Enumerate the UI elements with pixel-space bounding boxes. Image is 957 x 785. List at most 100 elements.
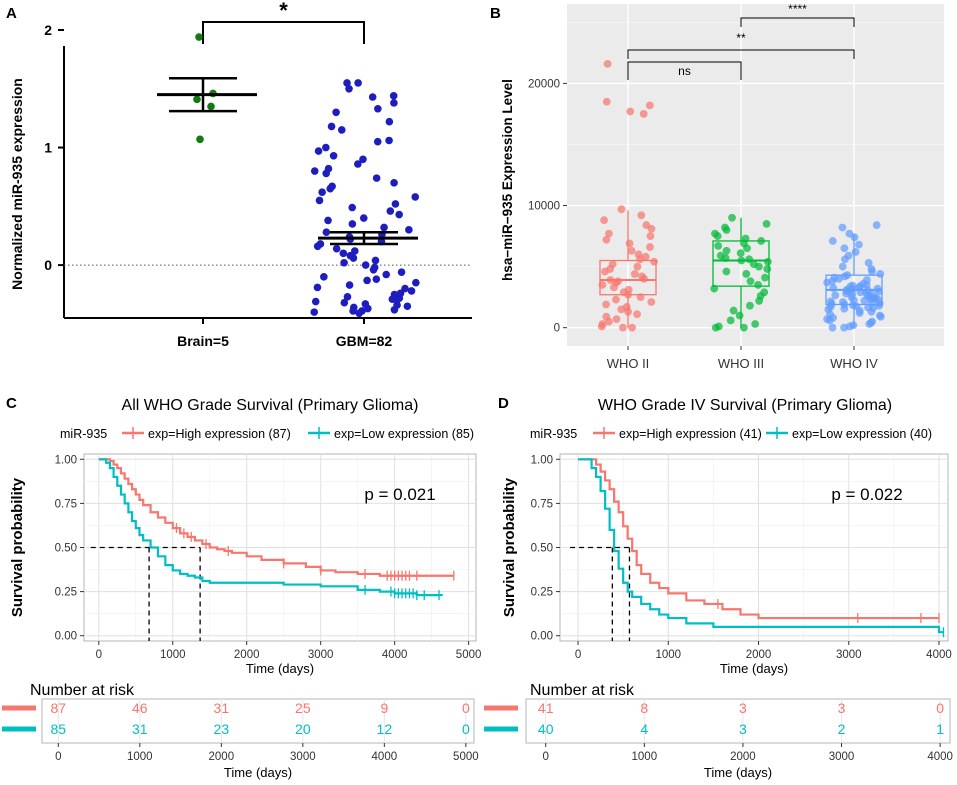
data-point	[332, 108, 340, 117]
data-point	[876, 312, 885, 321]
data-point	[729, 306, 738, 315]
y-tick-label: 0.50	[531, 543, 553, 555]
data-point	[647, 224, 656, 233]
data-point	[397, 268, 406, 276]
data-point	[371, 256, 380, 265]
risk-table-tick-label: 0	[543, 751, 549, 763]
data-point	[345, 84, 353, 93]
data-point	[390, 99, 398, 107]
data-point	[349, 254, 358, 262]
data-point	[645, 101, 654, 110]
data-point	[348, 220, 357, 228]
data-point	[751, 320, 760, 328]
data-point	[382, 270, 391, 279]
risk-table-value: 85	[51, 721, 67, 737]
data-point	[636, 255, 644, 264]
x-tick-label: 1000	[160, 649, 186, 661]
data-point	[601, 267, 609, 276]
data-point	[343, 293, 352, 301]
risk-table-tick-label: 4000	[372, 751, 398, 763]
data-point	[405, 226, 413, 234]
x-tick-label: WHO III	[718, 356, 764, 371]
y-tick-label: 0.75	[531, 498, 553, 510]
risk-table-tick-label: 5000	[453, 751, 479, 763]
data-point	[737, 256, 746, 265]
data-point	[650, 257, 658, 266]
data-point	[612, 315, 621, 324]
data-point	[840, 304, 849, 313]
data-point	[610, 283, 618, 292]
p-value-label: p = 0.022	[831, 485, 902, 504]
data-point	[757, 237, 766, 245]
data-point	[627, 246, 636, 255]
risk-table-value: 12	[377, 721, 393, 737]
data-point	[374, 104, 382, 113]
risk-table-tick-label: 4000	[927, 751, 953, 763]
data-point	[754, 281, 762, 289]
comparison-bracket	[627, 49, 855, 59]
comparison-label: ns	[678, 64, 691, 78]
data-point	[868, 267, 876, 276]
data-point	[722, 267, 731, 276]
x-tick-label: 1000	[655, 649, 681, 661]
data-point	[602, 97, 611, 106]
legend-label: exp=High expression (87)	[148, 427, 291, 441]
y-tick-label: 0	[554, 323, 560, 335]
data-point	[633, 262, 642, 271]
data-point	[746, 277, 755, 286]
x-tick-label: 0	[575, 649, 581, 661]
comparison-label: ****	[788, 2, 807, 16]
data-point	[354, 160, 362, 168]
x-tick-label: 3000	[308, 649, 334, 661]
panel-a-chart: 0 1 2 Normalized miR-935 expression Brain=5 G…	[9, 0, 472, 349]
data-point	[364, 304, 372, 313]
data-point	[855, 240, 863, 249]
data-point	[315, 196, 324, 205]
data-point	[636, 293, 645, 302]
risk-table-value: 0	[936, 700, 944, 716]
data-point	[412, 278, 420, 287]
data-point	[617, 305, 626, 314]
data-point	[713, 232, 722, 240]
p-value-label: p = 0.021	[364, 485, 435, 504]
y-tick-label: 0.00	[531, 631, 553, 643]
data-point	[710, 284, 719, 293]
risk-table-tick-label: 3000	[290, 751, 316, 763]
risk-table-x-label: Time (days)	[224, 765, 292, 780]
x-tick-label: 3000	[836, 649, 862, 661]
data-point	[359, 155, 367, 164]
data-point	[207, 102, 215, 111]
data-point	[605, 229, 613, 238]
data-point	[736, 249, 745, 258]
data-point	[721, 254, 730, 262]
data-point	[740, 323, 748, 332]
data-point	[840, 323, 848, 332]
data-point	[624, 290, 633, 299]
x-tick-label: 2000	[746, 649, 772, 661]
data-point	[728, 213, 736, 222]
risk-table-frame	[41, 698, 475, 744]
data-point	[600, 216, 608, 225]
data-point	[823, 278, 832, 287]
data-point	[363, 276, 371, 285]
data-point	[762, 219, 771, 228]
data-point	[640, 274, 648, 283]
data-point	[385, 117, 394, 126]
data-point	[743, 244, 751, 253]
data-point	[628, 323, 636, 332]
data-point	[314, 147, 323, 155]
risk-table-title: Number at risk	[530, 682, 635, 699]
data-point	[196, 135, 204, 144]
survival-curve	[578, 458, 944, 634]
risk-table-value: 31	[132, 721, 148, 737]
legend-title: miR-935	[60, 427, 107, 441]
data-point	[735, 311, 744, 320]
survival-curve	[98, 458, 443, 597]
risk-table-tick-label: 1000	[632, 751, 658, 763]
data-point	[351, 247, 359, 255]
data-point	[390, 305, 399, 314]
survival-curve	[98, 458, 454, 577]
data-point	[324, 216, 332, 225]
data-point	[193, 95, 201, 104]
